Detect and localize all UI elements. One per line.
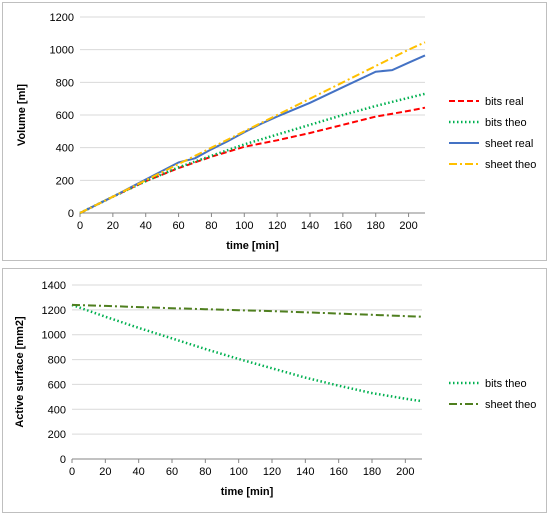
x-tick-label: 80 xyxy=(199,466,211,478)
x-tick-label: 80 xyxy=(205,220,217,232)
volume-chart: 0 200 400 600 800 1000 1200 0 20 40 60 80 100 120 140 1… xyxy=(16,12,536,252)
y-tick-label: 1200 xyxy=(42,305,66,317)
x-tick-label: 20 xyxy=(107,220,119,232)
y-tick-label: 1000 xyxy=(50,45,74,57)
y-tick-label: 1400 xyxy=(42,280,66,292)
legend-label: bits real xyxy=(485,96,524,108)
volume-chart-panel: 0 200 400 600 800 1000 1200 0 20 40 60 80 100 120 140 1… xyxy=(2,2,547,261)
y-tick-label: 600 xyxy=(48,379,66,391)
x-tick-label: 40 xyxy=(140,220,152,232)
x-tick-label: 140 xyxy=(301,220,319,232)
x-tick-label: 100 xyxy=(235,220,253,232)
x-tick-label: 0 xyxy=(69,466,75,478)
active-surface-chart: 0 200 400 600 800 1000 1200 1400 0 20 40 60 80 100 120… xyxy=(14,280,536,498)
y-axis-title: Volume [ml] xyxy=(16,84,28,146)
series-line-bits-theo xyxy=(71,303,423,403)
legend-label: bits theo xyxy=(485,117,527,129)
y-tick-label: 400 xyxy=(48,404,66,416)
x-tick-label: 20 xyxy=(99,466,111,478)
y-axis-title: Active surface [mm2] xyxy=(14,316,26,428)
x-tick-label: 60 xyxy=(166,466,178,478)
y-tick-label: 800 xyxy=(56,77,74,89)
x-tick-label: 140 xyxy=(296,466,314,478)
series-line-sheet-theo xyxy=(79,41,426,214)
x-tick-label: 120 xyxy=(263,466,281,478)
legend-label: sheet theo xyxy=(485,399,536,411)
y-tick-label: 200 xyxy=(56,175,74,187)
x-tick-label: 60 xyxy=(172,220,184,232)
y-tick-label: 1000 xyxy=(42,330,66,342)
y-tick-label: 0 xyxy=(68,208,74,220)
series-line-sheet-real xyxy=(79,54,426,214)
series-line-bits-real xyxy=(79,106,426,214)
x-tick-label: 100 xyxy=(229,466,247,478)
y-tick-label: 0 xyxy=(60,454,66,466)
y-tick-label: 800 xyxy=(48,355,66,367)
x-tick-label: 40 xyxy=(133,466,145,478)
legend-label: bits theo xyxy=(485,378,527,390)
active-surface-chart-panel: 0 200 400 600 800 1000 1200 1400 0 20 40 60 80 100 120… xyxy=(2,268,547,513)
x-tick-label: 120 xyxy=(268,220,286,232)
x-tick-label: 160 xyxy=(329,466,347,478)
y-tick-label: 200 xyxy=(48,429,66,441)
y-tick-label: 1200 xyxy=(50,12,74,24)
x-tick-label: 200 xyxy=(399,220,417,232)
legend-label: sheet theo xyxy=(485,159,536,171)
x-tick-label: 0 xyxy=(77,220,83,232)
x-axis-title: time [min] xyxy=(226,240,279,252)
x-tick-label: 180 xyxy=(367,220,385,232)
y-tick-label: 600 xyxy=(56,110,74,122)
series-line-sheet-theo xyxy=(71,303,423,318)
y-tick-label: 400 xyxy=(56,143,74,155)
x-tick-label: 160 xyxy=(334,220,352,232)
series-line-bits-theo xyxy=(79,92,426,215)
x-tick-label: 180 xyxy=(363,466,381,478)
legend-label: sheet real xyxy=(485,138,533,150)
x-axis-title: time [min] xyxy=(221,486,274,498)
x-tick-label: 200 xyxy=(396,466,414,478)
